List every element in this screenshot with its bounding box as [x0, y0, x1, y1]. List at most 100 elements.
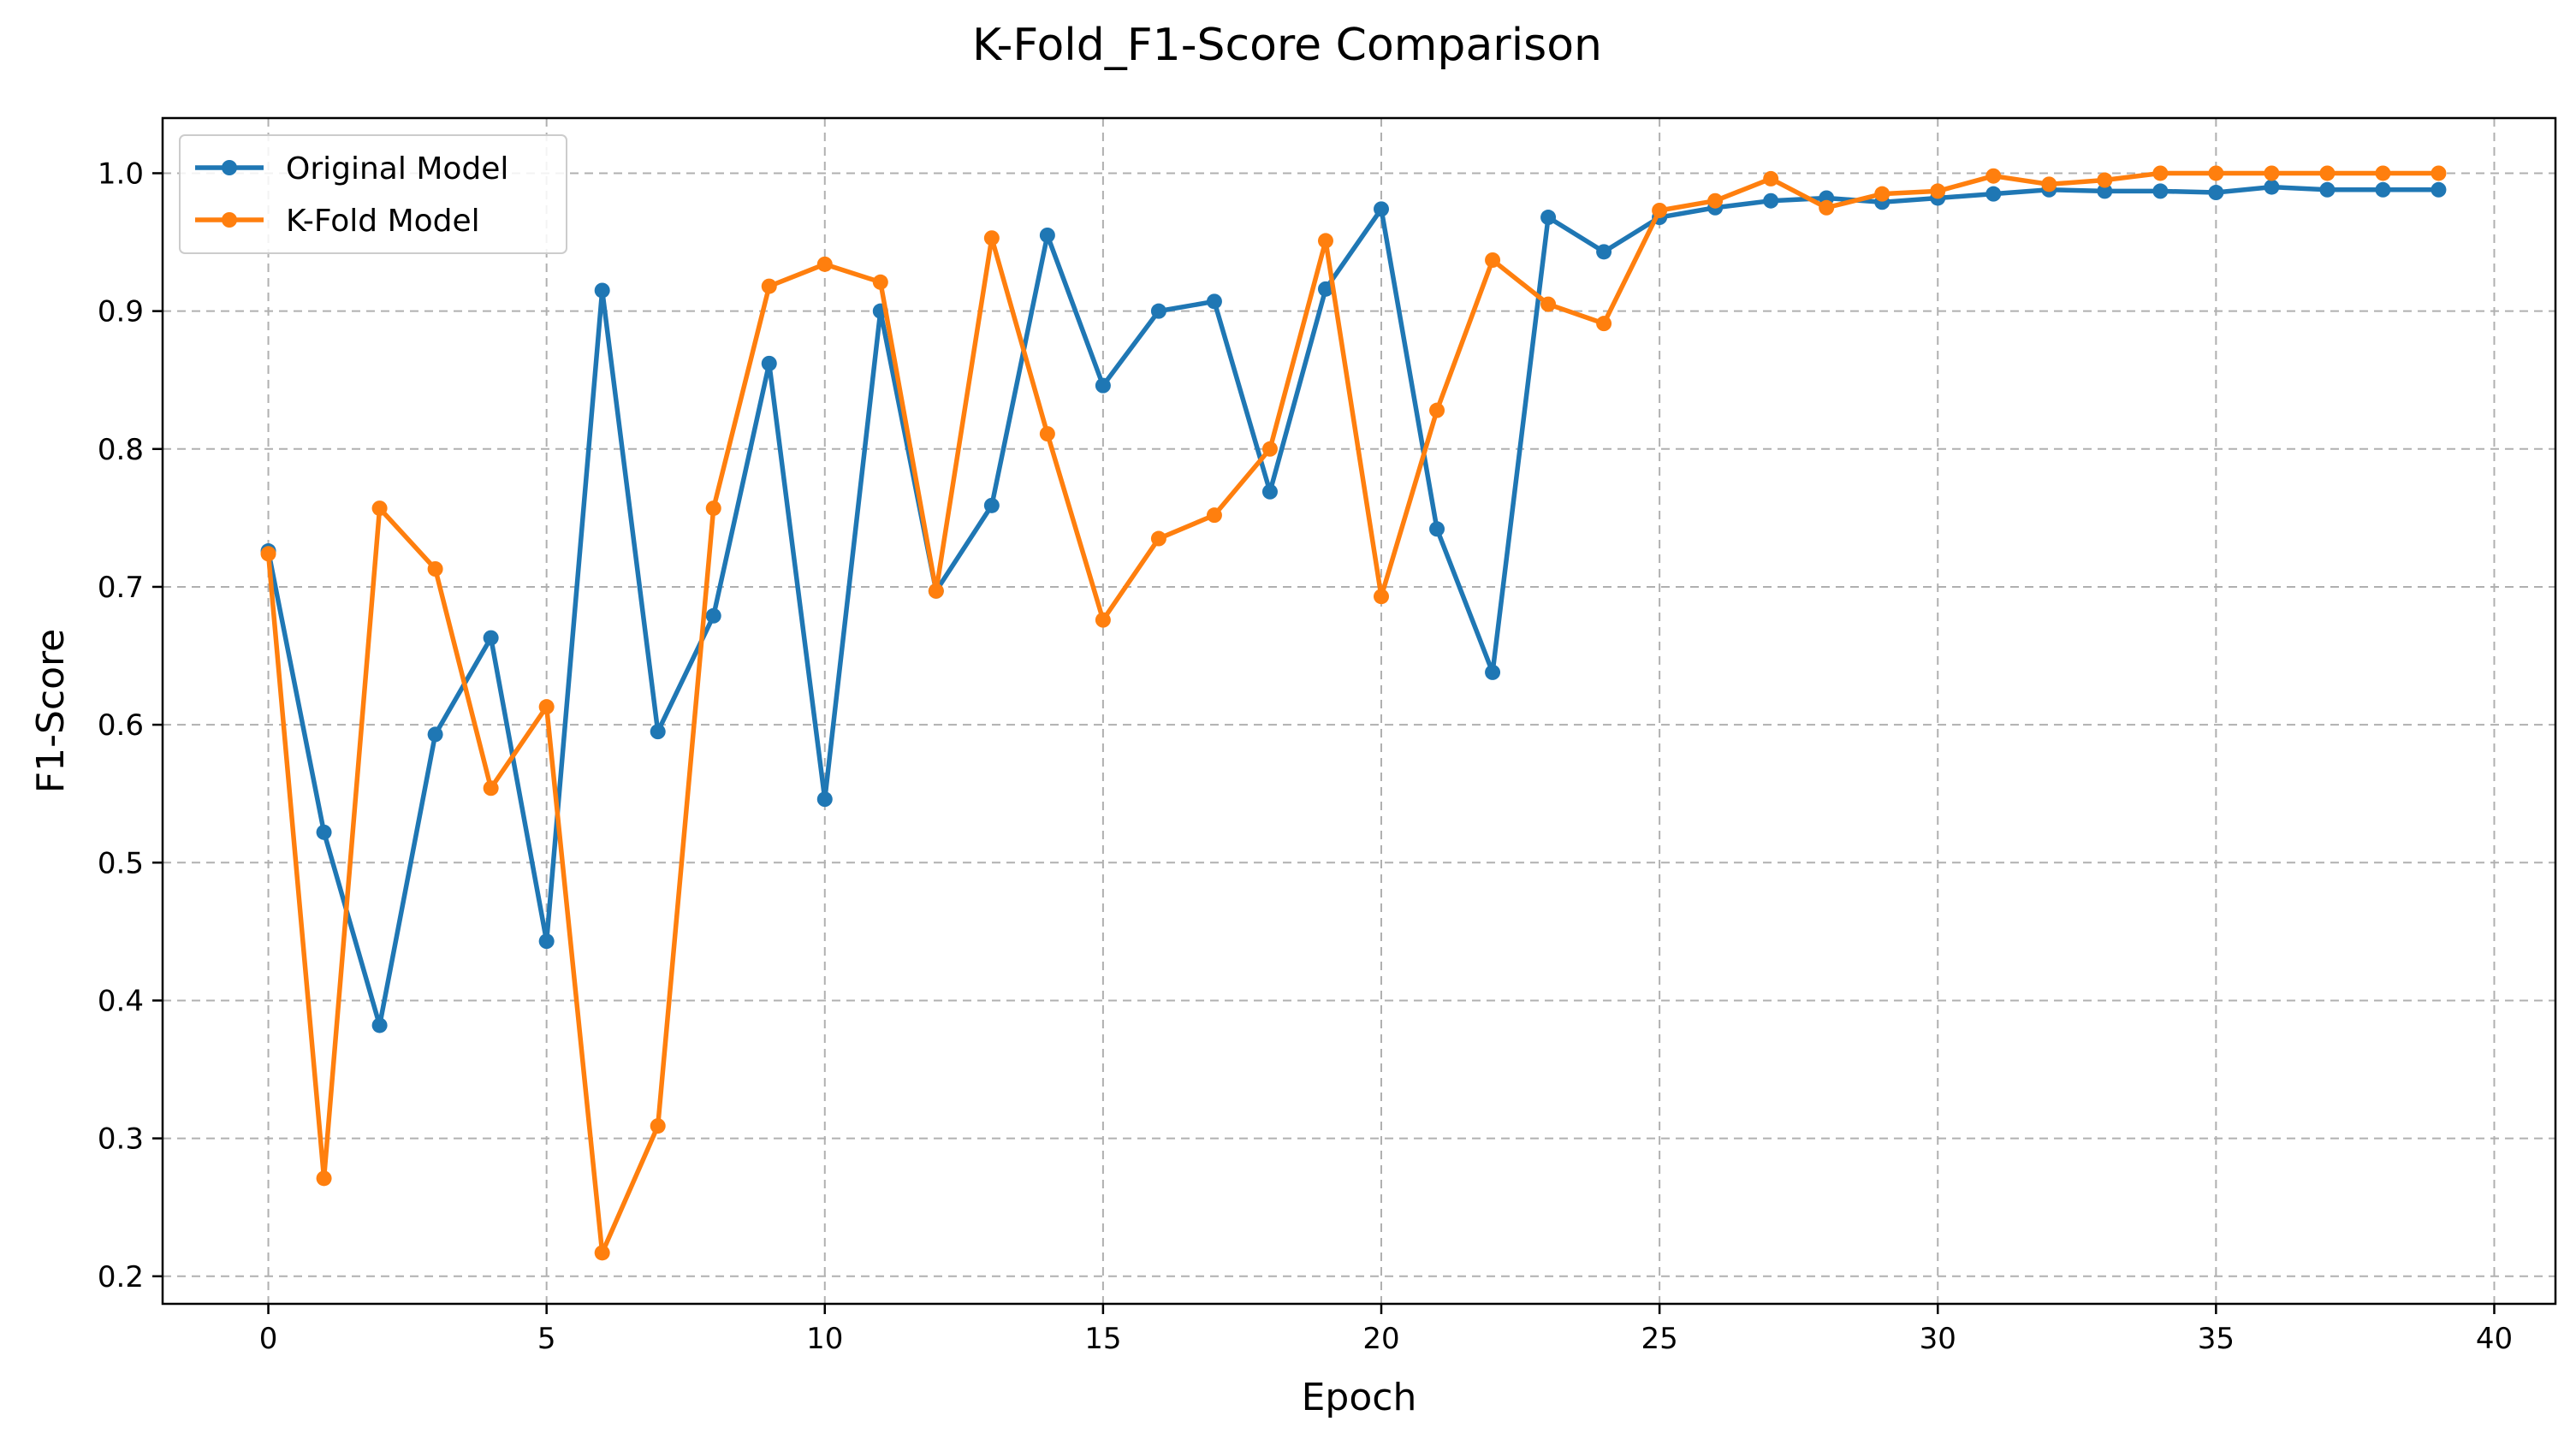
data-point — [2319, 165, 2336, 181]
x-tick-label: 20 — [1362, 1322, 1399, 1356]
data-point — [1707, 192, 1724, 209]
data-point — [1485, 664, 1501, 680]
data-point — [816, 791, 833, 808]
legend-item: Original Model — [195, 151, 508, 187]
data-point — [1261, 483, 1278, 500]
data-point — [1596, 244, 1612, 260]
data-point — [316, 1170, 332, 1187]
data-point — [1485, 252, 1501, 268]
y-tick-label: 0.5 — [98, 846, 144, 880]
data-point — [983, 497, 1000, 513]
legend-marker — [222, 160, 237, 175]
y-tick-label: 0.4 — [98, 984, 144, 1018]
data-point — [1261, 441, 1278, 457]
series-layer — [260, 165, 2447, 1261]
data-point — [1763, 170, 1779, 187]
data-point — [2431, 181, 2447, 198]
x-tick-label: 0 — [259, 1322, 278, 1356]
data-point — [1540, 210, 1557, 226]
data-point — [1150, 530, 1166, 547]
data-point — [538, 699, 555, 715]
series-line — [265, 184, 2439, 1028]
data-point — [2431, 165, 2447, 181]
data-point — [1374, 201, 1390, 217]
data-point — [538, 933, 555, 950]
data-point — [1039, 227, 1055, 243]
data-point — [1317, 281, 1333, 297]
data-point — [983, 230, 1000, 246]
data-point — [2264, 179, 2280, 195]
data-point — [2375, 181, 2391, 198]
plot-frame — [161, 116, 2557, 1306]
legend-marker — [222, 212, 237, 228]
data-point — [1206, 507, 1222, 524]
data-point — [2097, 183, 2113, 199]
data-point — [2319, 181, 2336, 198]
data-point — [2264, 165, 2280, 181]
ticks: 0 5 10 15 20 25 30 35 40 0.2 0.3 0.4 0.5 0.6 0.7 0.8 0.9… — [98, 157, 2513, 1356]
data-point — [483, 780, 499, 797]
y-tick-label: 0.2 — [98, 1260, 144, 1294]
x-tick-label: 40 — [2476, 1322, 2513, 1356]
data-point — [2208, 165, 2224, 181]
x-tick-label: 35 — [2198, 1322, 2235, 1356]
y-tick-label: 0.3 — [98, 1122, 144, 1157]
data-point — [2152, 165, 2169, 181]
data-point — [2041, 176, 2057, 192]
data-point — [1930, 183, 1946, 199]
y-axis-label: F1-Score — [29, 629, 73, 793]
y-tick-label: 1.0 — [98, 157, 144, 191]
x-tick-label: 5 — [537, 1322, 556, 1356]
data-point — [2208, 185, 2224, 201]
y-tick-label: 0.9 — [98, 295, 144, 329]
data-point — [872, 274, 888, 290]
x-tick-label: 30 — [1920, 1322, 1956, 1356]
data-point — [1819, 199, 1835, 216]
data-point — [371, 1017, 388, 1033]
data-point — [705, 500, 721, 517]
y-tick-label: 0.6 — [98, 708, 144, 743]
legend-label: K-Fold Model — [286, 204, 480, 239]
legend: Original Model K-Fold Model — [179, 134, 567, 254]
data-point — [371, 500, 388, 517]
data-point — [650, 724, 666, 740]
data-point — [761, 278, 777, 294]
legend-label: Original Model — [286, 151, 508, 187]
data-point — [928, 583, 944, 599]
data-point — [1429, 402, 1445, 418]
legend-item: K-Fold Model — [195, 204, 480, 239]
data-point — [1763, 192, 1779, 209]
data-point — [1596, 316, 1612, 332]
data-point — [1429, 521, 1445, 537]
y-tick-label: 0.7 — [98, 571, 144, 605]
data-point — [1540, 296, 1557, 312]
data-point — [705, 607, 721, 624]
data-point — [1374, 589, 1390, 605]
series-1 — [260, 165, 2447, 1261]
data-point — [427, 726, 443, 743]
data-point — [427, 561, 443, 577]
data-point — [2097, 172, 2113, 188]
y-tick-label: 0.8 — [98, 433, 144, 467]
data-point — [761, 355, 777, 371]
data-point — [1985, 186, 2002, 202]
data-point — [2375, 165, 2391, 181]
data-point — [260, 546, 276, 562]
data-point — [2152, 183, 2169, 199]
data-point — [1095, 377, 1111, 394]
data-point — [1150, 303, 1166, 319]
data-point — [483, 630, 499, 646]
data-point — [1206, 293, 1222, 310]
data-point — [650, 1118, 666, 1134]
data-point — [1039, 426, 1055, 442]
data-point — [816, 256, 833, 272]
x-tick-label: 25 — [1641, 1322, 1677, 1356]
x-tick-label: 10 — [806, 1322, 843, 1356]
x-tick-label: 15 — [1084, 1322, 1121, 1356]
data-point — [594, 282, 610, 299]
data-point — [316, 824, 332, 840]
data-point — [1874, 186, 1890, 202]
chart-title: K-Fold_F1-Score Comparison — [972, 20, 1602, 71]
